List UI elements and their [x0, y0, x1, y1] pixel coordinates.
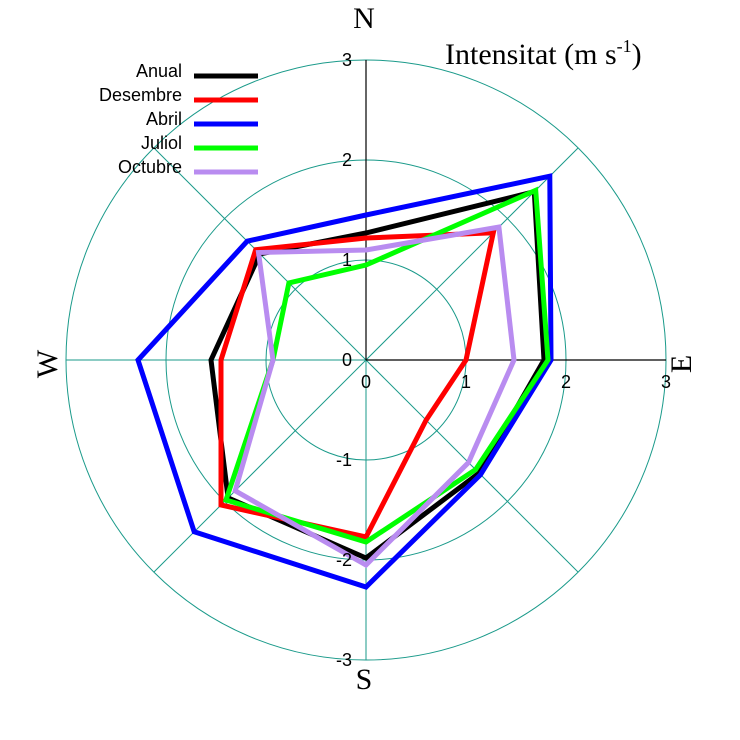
y-tick-label: -1 [336, 450, 352, 470]
legend-label-juliol: Juliol [141, 133, 182, 153]
title-suffix: ) [632, 38, 642, 71]
y-tick-label: 2 [342, 150, 352, 170]
svg-text:Intensitat (m s-1): Intensitat (m s-1) [445, 36, 642, 71]
y-tick-label: 3 [342, 50, 352, 70]
grid-spoke [365, 147, 579, 361]
legend-label-desembre: Desembre [99, 85, 182, 105]
title-main: Intensitat (m s [445, 38, 617, 71]
direction-east-label: E [665, 355, 698, 373]
direction-south-label: S [356, 663, 373, 696]
series-line-octubre [232, 224, 517, 569]
y-tick-label: 0 [342, 350, 352, 370]
legend: Anual Desembre Abril Juliol Octubre [99, 61, 258, 177]
y-tick-label: -2 [336, 550, 352, 570]
series-line-juliol [222, 186, 551, 545]
x-tick-label: 3 [661, 372, 671, 392]
legend-label-octubre: Octubre [118, 157, 182, 177]
grid-spoke [153, 359, 367, 573]
legend-label-abril: Abril [146, 109, 182, 129]
x-tick-label: 0 [361, 372, 371, 392]
y-tick-label: -3 [336, 650, 352, 670]
grid-spoke [365, 359, 579, 573]
title-superscript: -1 [617, 36, 632, 56]
y-tick-label: 1 [342, 250, 352, 270]
direction-west-label: W [31, 349, 64, 378]
tick-labels: 0 1 2 3 3 2 1 0 -1 -2 -3 [336, 50, 671, 670]
series-line-abril [135, 173, 554, 590]
x-tick-label: 2 [561, 372, 571, 392]
series-line-desembre [218, 230, 497, 540]
series-group [135, 173, 554, 590]
legend-label-anual: Anual [136, 61, 182, 81]
direction-north-label: N [353, 2, 375, 35]
x-tick-label: 1 [461, 372, 471, 392]
chart-title: Intensitat (m s-1) [445, 36, 642, 71]
